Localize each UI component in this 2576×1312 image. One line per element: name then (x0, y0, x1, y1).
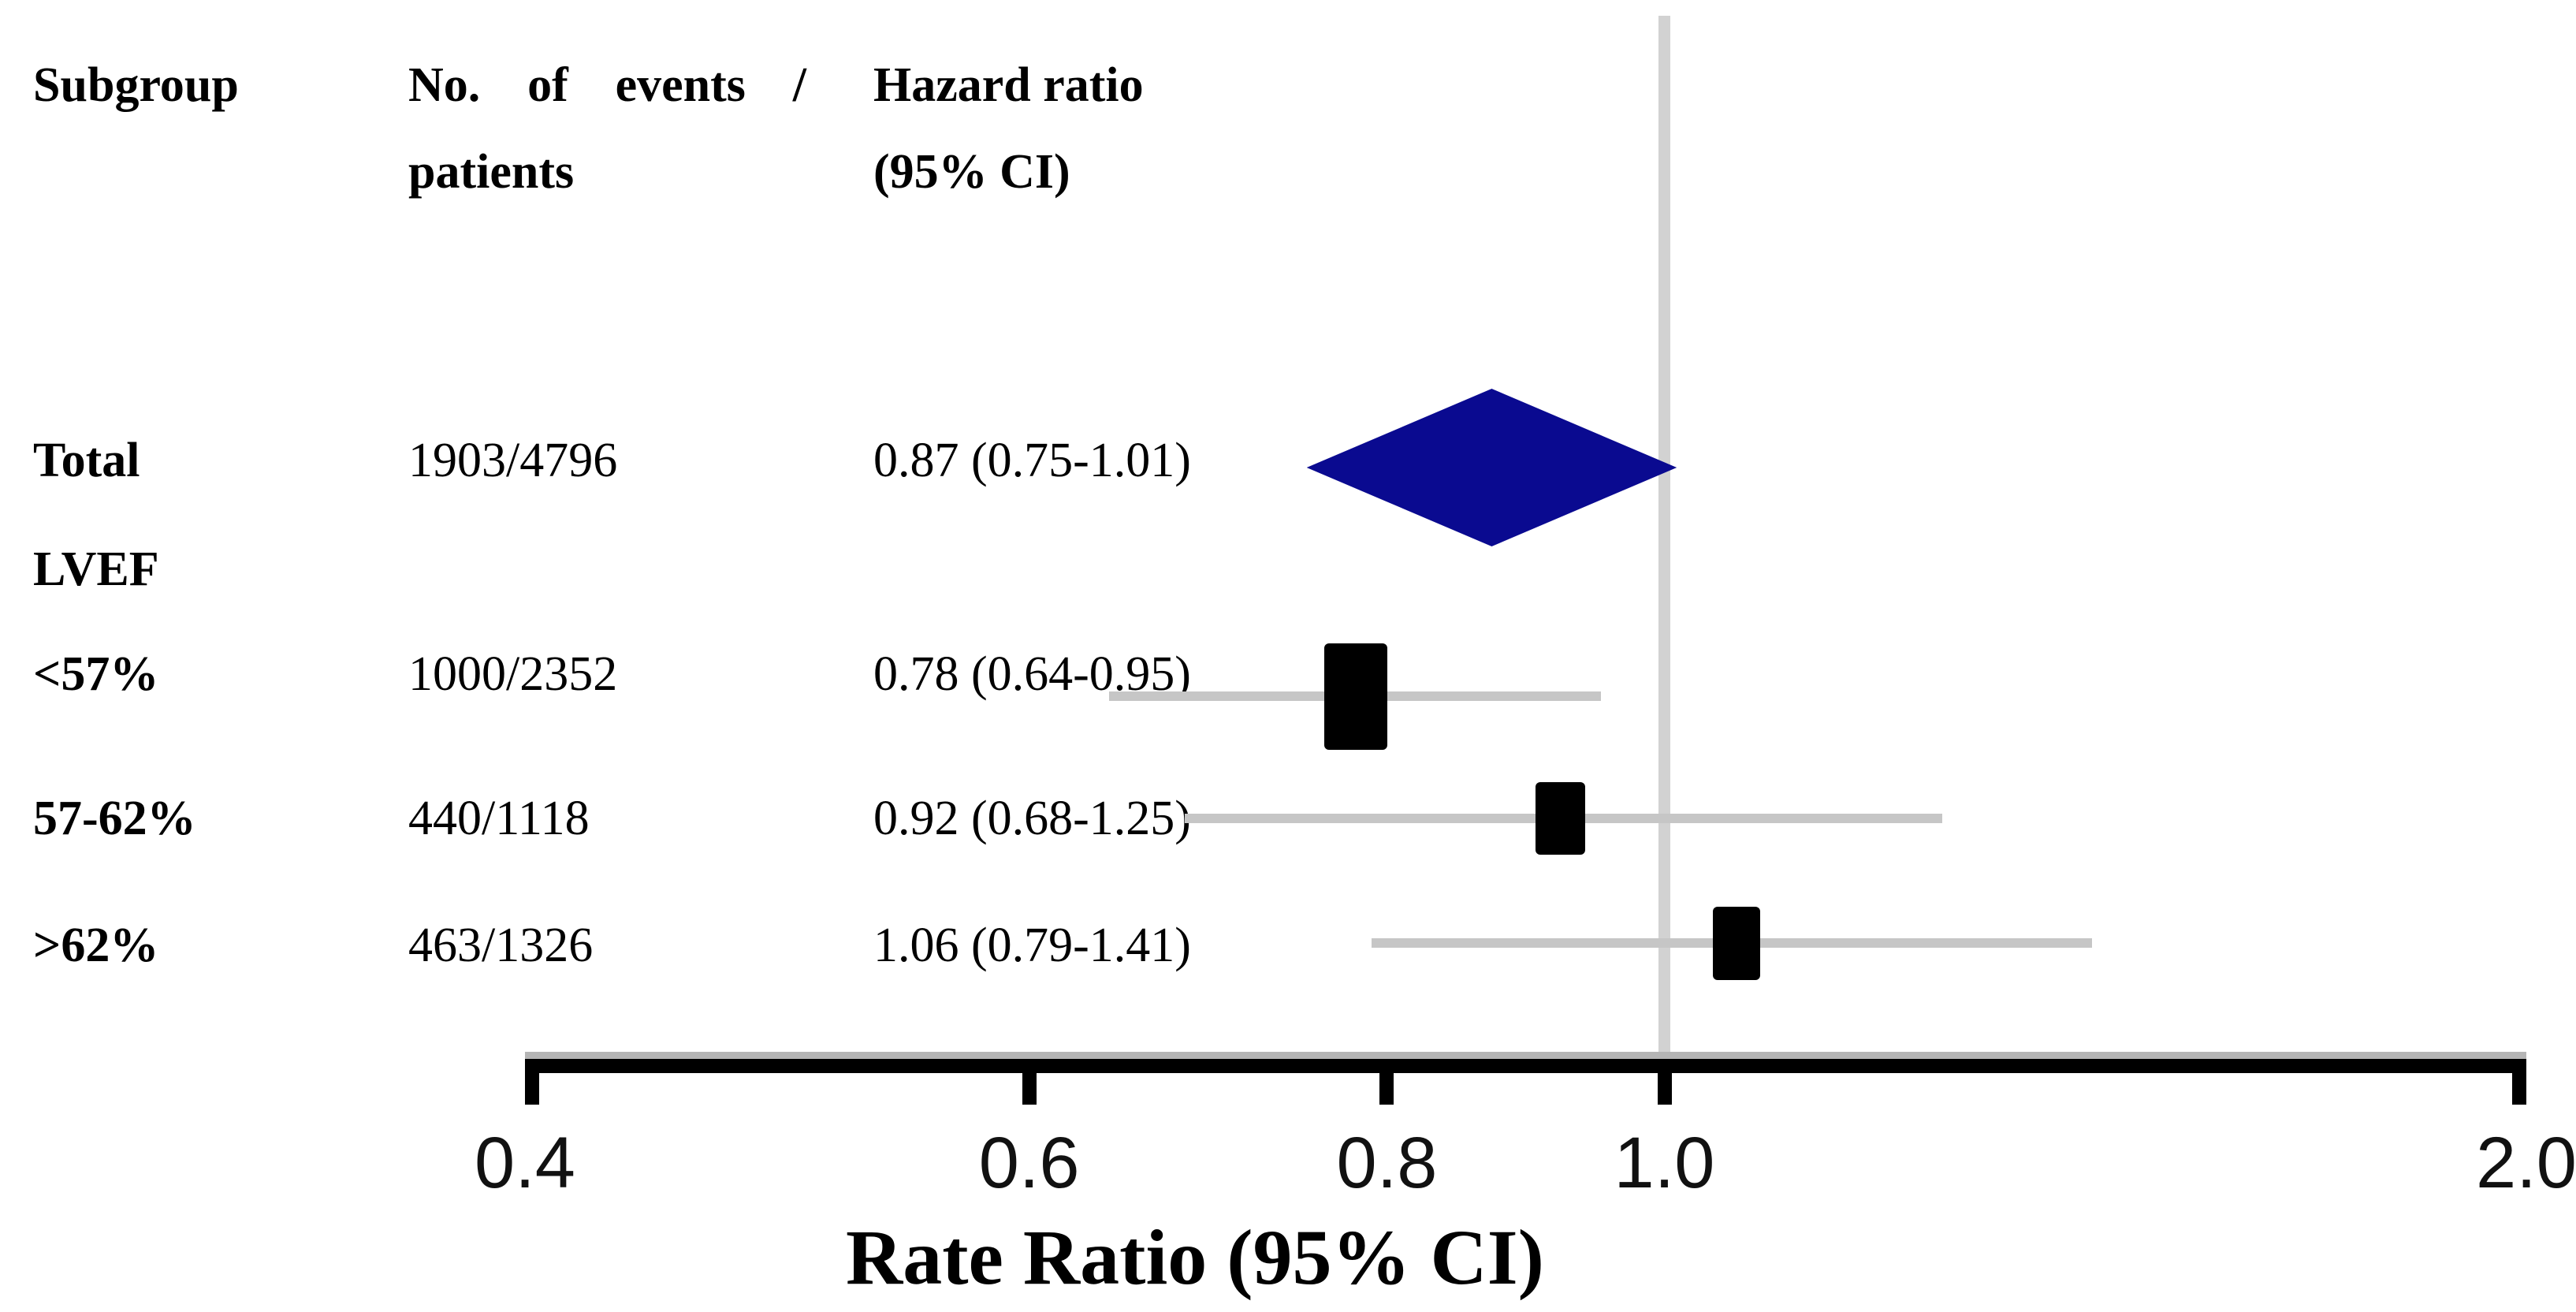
row-label-57-62: 57-62% (33, 792, 196, 845)
row-events-gt62: 463/1326 (408, 919, 594, 972)
row-hr-57-62: 0.92 (0.68-1.25) (873, 792, 1191, 845)
row-events-57-62: 440/1118 (408, 792, 590, 845)
x-axis-tick (2512, 1059, 2526, 1105)
row-events-total: 1903/4796 (408, 434, 618, 487)
row-hr-total: 0.87 (0.75-1.01) (873, 434, 1191, 487)
row-label-gt62: >62% (33, 919, 159, 972)
column-header-events-word: of (527, 58, 568, 112)
column-header-hazard-ratio: Hazard ratio (873, 58, 1144, 112)
x-tick-label: 0.8 (1336, 1123, 1438, 1203)
row-events-lt57: 1000/2352 (408, 647, 618, 701)
column-header-events: No. of events / (408, 59, 806, 111)
x-axis-tick (525, 1059, 539, 1105)
row-label-total: Total (33, 434, 140, 487)
x-axis-line (525, 1059, 2526, 1073)
row-label-lt57: <57% (33, 647, 159, 701)
x-axis-shadow (525, 1052, 2526, 1059)
x-tick-label: 2.0 (2476, 1123, 2576, 1203)
column-header-events-word: No. (408, 58, 481, 112)
x-axis-title: Rate Ratio (95% CI) (846, 1213, 1544, 1301)
x-tick-label: 0.6 (978, 1123, 1080, 1203)
x-axis-tick (1657, 1059, 1672, 1105)
estimate-square (1536, 782, 1586, 855)
x-axis-tick (1379, 1059, 1394, 1105)
x-axis-tick (1022, 1059, 1037, 1105)
reference-line (1658, 16, 1670, 1059)
estimate-square (1323, 643, 1387, 750)
column-header-hazard-ratio-line2: (95% CI) (873, 145, 1070, 199)
group-header-lvef: LVEF (33, 542, 159, 596)
column-header-subgroup: Subgroup (33, 58, 239, 112)
column-header-events-word: / (792, 58, 806, 112)
x-tick-label: 0.4 (475, 1123, 575, 1203)
x-tick-label: 1.0 (1614, 1123, 1715, 1203)
estimate-square (1713, 906, 1761, 980)
column-header-events-word: events (615, 58, 746, 112)
column-header-events-line2: patients (408, 145, 575, 199)
summary-diamond (1306, 389, 1677, 546)
row-hr-gt62: 1.06 (0.79-1.41) (873, 919, 1191, 972)
